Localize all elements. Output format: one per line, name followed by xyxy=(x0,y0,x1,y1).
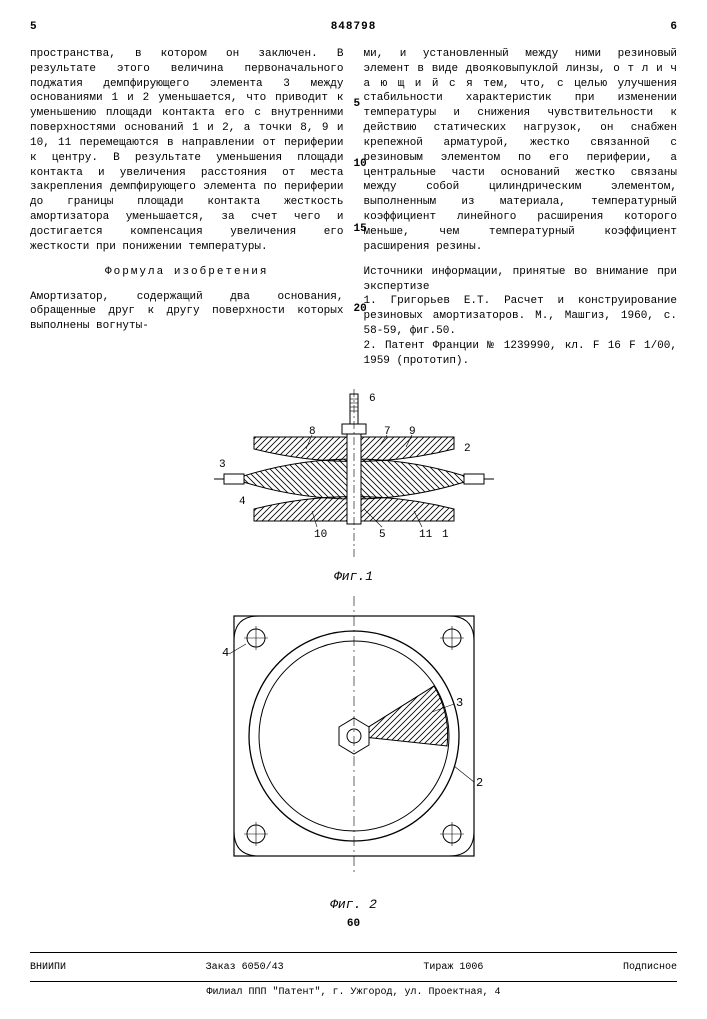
col-num-left: 5 xyxy=(30,20,37,35)
svg-text:8: 8 xyxy=(309,426,316,438)
text-columns: пространства, в котором он заключен. В р… xyxy=(30,47,677,369)
right-para1: ми, и установленный между ними резиновый… xyxy=(364,47,678,255)
source-2: 2. Патент Франции № 1239990, кл. F 16 F … xyxy=(364,339,678,369)
svg-text:2: 2 xyxy=(476,776,483,790)
footer-signed: Подписное xyxy=(623,961,677,975)
figures-block: 6 8 7 9 2 3 4 10 5 11 1 Фиг.1 xyxy=(30,389,677,933)
left-para2: Амортизатор, содержащий два основания, о… xyxy=(30,290,344,335)
formula-title: Формула изобретения xyxy=(30,265,344,280)
header-row: 5 848798 6 xyxy=(30,20,677,35)
svg-text:4: 4 xyxy=(239,496,246,508)
footer-address: Филиал ППП "Патент", г. Ужгород, ул. Про… xyxy=(30,981,677,1000)
left-para1: пространства, в котором он заключен. В р… xyxy=(30,47,344,255)
line-marker: 10 xyxy=(354,157,367,172)
svg-text:11: 11 xyxy=(419,529,433,541)
line-marker: 15 xyxy=(354,222,367,237)
svg-text:6: 6 xyxy=(369,393,376,405)
sources-title: Источники информации, принятые во вниман… xyxy=(364,265,678,295)
source-1: 1. Григорьев Е.Т. Расчет и конструирован… xyxy=(364,294,678,339)
figure-2-svg: 4 3 2 xyxy=(204,586,504,886)
col-num-right: 6 xyxy=(670,20,677,35)
fig2-label: Фиг. 2 xyxy=(30,896,677,914)
svg-text:2: 2 xyxy=(464,443,471,455)
line-marker: 20 xyxy=(354,302,367,317)
footer: ВНИИПИ Заказ 6050/43 Тираж 1006 Подписно… xyxy=(30,952,677,999)
svg-text:3: 3 xyxy=(456,696,463,710)
left-column: пространства, в котором он заключен. В р… xyxy=(30,47,344,369)
fig1-label: Фиг.1 xyxy=(30,568,677,586)
svg-text:3: 3 xyxy=(219,459,226,471)
patent-number: 848798 xyxy=(331,20,377,35)
line-marker: 5 xyxy=(354,97,361,112)
right-column: ми, и установленный между ними резиновый… xyxy=(364,47,678,369)
footer-org: ВНИИПИ xyxy=(30,961,66,975)
page-mark-60: 60 xyxy=(30,917,677,932)
svg-text:5: 5 xyxy=(379,529,386,541)
footer-order: Заказ 6050/43 xyxy=(206,961,284,975)
footer-line-1: ВНИИПИ Заказ 6050/43 Тираж 1006 Подписно… xyxy=(30,959,677,977)
svg-text:7: 7 xyxy=(384,426,391,438)
footer-tirage: Тираж 1006 xyxy=(423,961,483,975)
figure-1-svg: 6 8 7 9 2 3 4 10 5 11 1 xyxy=(184,389,524,559)
svg-text:4: 4 xyxy=(222,646,229,660)
svg-text:1: 1 xyxy=(442,529,449,541)
svg-text:9: 9 xyxy=(409,426,416,438)
svg-text:10: 10 xyxy=(314,529,327,541)
